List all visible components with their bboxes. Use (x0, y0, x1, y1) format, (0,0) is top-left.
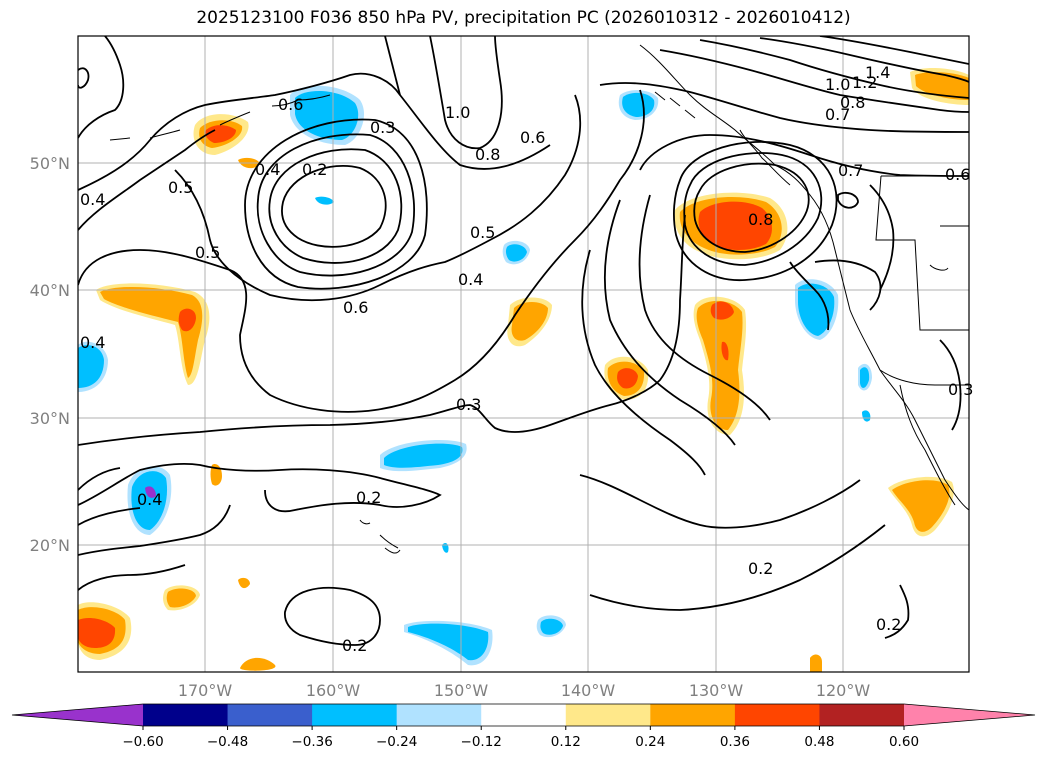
colorbar-extend-max (904, 704, 1035, 726)
colorbar-tick-label: 0.48 (804, 734, 834, 750)
lon-label: 140°W (561, 681, 616, 700)
contour-label: 0.4 (80, 190, 105, 209)
lon-label: 150°W (434, 681, 489, 700)
contour-label: 0.7 (825, 105, 850, 124)
graticule (78, 36, 969, 672)
coastlines (109, 44, 969, 554)
lat-label: 30°N (30, 409, 70, 428)
contour-label: 0.2 (302, 160, 327, 179)
contour-label: 0.4 (137, 490, 162, 509)
contour-label: 0.3 (948, 380, 973, 399)
colorbar-tick-label: −0.36 (291, 734, 332, 750)
lat-label: 40°N (30, 281, 70, 300)
lon-label: 120°W (816, 681, 871, 700)
colorbar-tick-label: −0.24 (376, 734, 417, 750)
contour-label: 1.0 (445, 103, 470, 122)
colorbar-segment (227, 704, 313, 726)
lon-label: 170°W (178, 681, 233, 700)
contour-label: 0.2 (342, 636, 367, 655)
colorbar-segment (481, 704, 567, 726)
contour-label: 0.2 (876, 615, 901, 634)
colorbar-tick-label: −0.12 (461, 734, 502, 750)
contour-labels: 0.6 0.3 1.0 0.4 0.2 0.5 0.8 0.6 0.4 0.5 … (80, 63, 973, 655)
colorbar-segment (565, 704, 651, 726)
contour-label: 0.5 (195, 243, 220, 262)
colorbar-tick-label: 0.36 (720, 734, 750, 750)
lat-label: 20°N (30, 536, 70, 555)
contour-label: 0.8 (748, 210, 773, 229)
colorbar-segment (734, 704, 820, 726)
latitude-labels: 50°N 40°N 30°N 20°N (30, 154, 70, 555)
precip-shading-negative (78, 85, 872, 666)
colorbar-tick-label: −0.48 (207, 734, 248, 750)
colorbar-segment (650, 704, 736, 726)
colorbar: −0.60 −0.48 −0.36 −0.24 −0.12 0.12 0.24 0.36 0.4… (11, 703, 1036, 750)
contour-label: 0.4 (458, 270, 483, 289)
longitude-labels: 170°W 160°W 150°W 140°W 130°W 120°W (178, 681, 871, 700)
lon-label: 130°W (689, 681, 744, 700)
contour-label: 0.8 (840, 93, 865, 112)
contour-label: 0.2 (748, 559, 773, 578)
lon-label: 160°W (306, 681, 361, 700)
figure-title: 2025123100 F036 850 hPa PV, precipitatio… (196, 8, 851, 28)
contour-label: 0.3 (456, 395, 481, 414)
contour-label: 0.8 (475, 145, 500, 164)
colorbar-tick-label: 0.12 (551, 734, 581, 750)
precip-shading (78, 68, 969, 672)
colorbar-tick-label: 0.60 (889, 734, 919, 750)
contour-label: 0.7 (838, 161, 863, 180)
contour-label: 0.3 (370, 118, 395, 137)
contour-label: 1.0 (825, 75, 850, 94)
contour-label: 1.4 (865, 63, 890, 82)
colorbar-segment (143, 704, 229, 726)
contour-label: 0.2 (356, 488, 381, 507)
pv-contours (78, 36, 969, 646)
colorbar-tick-label: 0.24 (635, 734, 665, 750)
colorbar-tick-label: −0.60 (122, 734, 163, 750)
contour-label: 0.5 (470, 223, 495, 242)
colorbar-segment (312, 704, 398, 726)
contour-label: 0.6 (520, 128, 545, 147)
lat-label: 50°N (30, 154, 70, 173)
contour-label: 0.6 (945, 165, 970, 184)
colorbar-segment (396, 704, 482, 726)
contour-label: 0.4 (255, 160, 280, 179)
contour-label: 0.4 (80, 333, 105, 352)
colorbar-extend-min (12, 704, 143, 726)
colorbar-segment (819, 704, 905, 726)
contour-label: 0.6 (278, 95, 303, 114)
contour-label: 0.5 (168, 178, 193, 197)
contour-label: 1.2 (852, 73, 877, 92)
map-frame (77, 35, 970, 673)
contour-label: 0.6 (343, 298, 368, 317)
